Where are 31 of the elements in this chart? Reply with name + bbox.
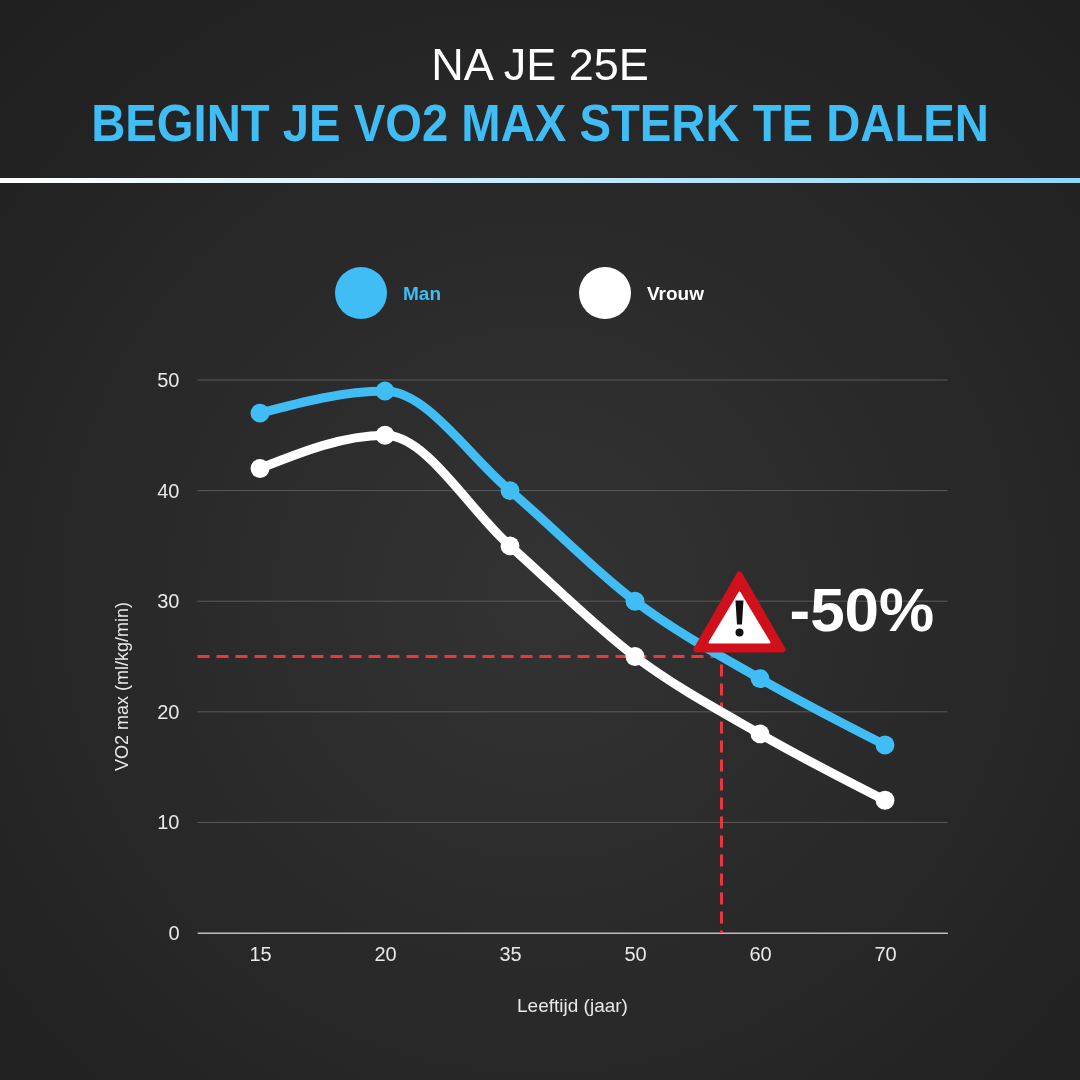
x-tick-label: 35 (499, 943, 522, 966)
point (750, 669, 770, 689)
point (625, 591, 645, 611)
text: Man (403, 283, 441, 304)
chart-title: NA JE 25E (431, 39, 649, 90)
chart-subtitle: BEGINT JE VO2 MAX STERK TE DALEN (91, 93, 989, 153)
y-tick-label: 30 (157, 590, 180, 613)
x-tick-label: 50 (624, 943, 647, 966)
text: Vrouw (647, 283, 705, 304)
point (375, 425, 395, 445)
point (500, 536, 520, 556)
point (875, 735, 895, 755)
x-tick-label: 70 (874, 943, 897, 966)
y-axis-title: VO2 max (ml/kg/min) (112, 601, 132, 772)
y-tick-label: 10 (157, 811, 180, 834)
point (250, 459, 270, 478)
x-axis-title: Leeftijd (jaar) (517, 995, 628, 1016)
annotation: -50% (789, 574, 935, 644)
point (375, 381, 395, 401)
x-tick-label: 15 (249, 943, 272, 966)
x-tick-label: 20 (374, 943, 397, 966)
x-tick-label: 60 (749, 943, 772, 966)
y-tick-label: 50 (157, 368, 180, 391)
point (500, 481, 520, 501)
y-tick-label: 40 (157, 479, 180, 502)
point (625, 647, 645, 666)
point (250, 403, 270, 423)
y-tick-label: 0 (168, 921, 180, 944)
y-tick-label: 20 (157, 700, 180, 723)
point (750, 724, 770, 744)
point (875, 790, 895, 810)
